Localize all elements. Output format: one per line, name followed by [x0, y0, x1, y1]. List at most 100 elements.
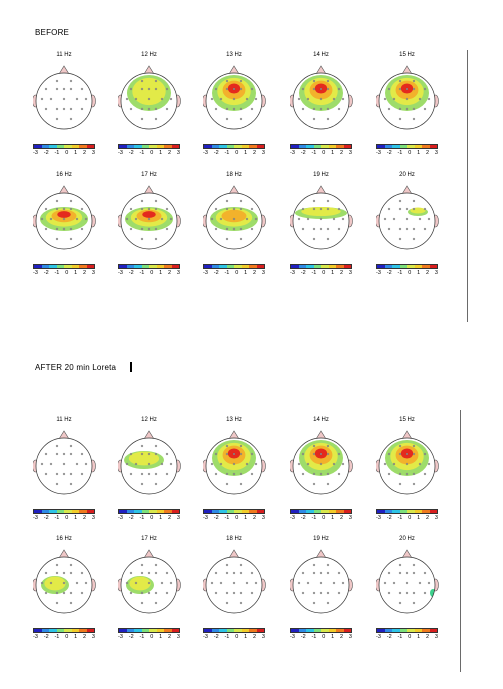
colorbar-tick-label: 2	[340, 634, 344, 640]
electrode-dot	[332, 97, 336, 101]
electrode-dot	[140, 227, 144, 231]
colorbar	[203, 144, 265, 149]
activation-layer	[299, 440, 343, 476]
colorbar-tick-label: 3	[176, 150, 180, 156]
colorbar-ticks: -3 -2 -1 0 1 2 3	[376, 270, 438, 276]
electrode-dot	[169, 97, 173, 101]
electrode-dot	[129, 571, 133, 575]
electrode-dot	[225, 227, 229, 231]
colorbar-tick-label: 0	[322, 515, 326, 521]
frequency-label: 13 Hz	[226, 52, 242, 58]
electrode-dot	[418, 462, 422, 466]
activation-contour	[410, 207, 426, 214]
colorbar-swatch	[119, 265, 127, 268]
topomap: 12 Hz -3 -2 -1 0 1 2 3	[118, 417, 198, 552]
electrode-dot	[160, 97, 164, 101]
colorbar-tick-label: 2	[168, 150, 172, 156]
electrode-dot	[337, 591, 341, 595]
electrode-dot	[154, 482, 158, 486]
electrode-dot	[326, 237, 330, 241]
colorbar-swatch	[328, 265, 336, 268]
electrode-dot	[140, 563, 144, 567]
before-right-rule	[467, 50, 468, 322]
electrode-dot	[312, 207, 316, 211]
electrode-dot	[326, 199, 330, 203]
colorbar	[118, 628, 180, 633]
electrode-dot	[219, 97, 223, 101]
topomap: 13 Hz -3 -2 -1 0 1 2 3	[203, 417, 283, 552]
activation-contour	[128, 451, 160, 466]
colorbar-tick-label: 3	[348, 634, 352, 640]
electrode-dot	[312, 444, 316, 448]
electrode-dot	[239, 452, 243, 456]
electrode-dot	[398, 227, 402, 231]
frequency-label: 12 Hz	[141, 417, 157, 423]
electrode-dot	[154, 472, 158, 476]
frequency-label: 19 Hz	[313, 536, 329, 542]
electrode-dot	[412, 601, 416, 605]
electrode-dot	[412, 237, 416, 241]
colorbar	[290, 509, 352, 514]
colorbar-tick-label: 2	[253, 634, 257, 640]
colorbar-swatch	[211, 145, 219, 148]
electrode-dot	[125, 217, 129, 221]
electrode-dot	[49, 581, 53, 585]
electrode-dot	[405, 472, 409, 476]
electrode-dot	[232, 207, 236, 211]
colorbar-tick-label: 3	[434, 634, 438, 640]
colorbar-swatch	[321, 145, 329, 148]
topomap: 16 Hz -3 -2 -1 0 1 2 3	[33, 536, 113, 671]
electrode-dot	[165, 591, 169, 595]
colorbar-tick-label: 3	[261, 634, 265, 640]
electrode-dot	[405, 452, 409, 456]
colorbar-tick-label: -3	[118, 515, 123, 521]
colorbar-swatch	[79, 629, 87, 632]
electrode-dot	[306, 217, 310, 221]
colorbar-swatch	[141, 265, 149, 268]
colorbar-tick-label: 1	[244, 634, 248, 640]
colorbar-swatch	[429, 145, 437, 148]
colorbar-tick-label: -1	[139, 515, 145, 521]
colorbar-tick-label: 3	[434, 270, 438, 276]
colorbar-swatch	[56, 510, 64, 513]
colorbar-swatch	[226, 265, 234, 268]
colorbar-tick-label: 1	[331, 150, 335, 156]
electrode-dot	[154, 199, 158, 203]
topomap: 20 Hz -3 -2 -1 0 1 2 3	[376, 536, 456, 671]
colorbar	[33, 144, 95, 149]
head-map	[203, 65, 266, 130]
electrode-dot	[44, 452, 48, 456]
colorbar-swatch	[399, 629, 407, 632]
electrode-dot	[55, 452, 59, 456]
electrode-dot	[80, 472, 84, 476]
colorbar-swatch	[126, 629, 134, 632]
colorbar-tick-label: -2	[300, 270, 306, 276]
head-map	[290, 430, 353, 495]
colorbar-tick-label: -1	[397, 634, 403, 640]
electrode-dot	[312, 472, 316, 476]
colorbar-swatch	[392, 145, 400, 148]
colorbar-swatch	[306, 510, 314, 513]
electrode-dot	[387, 87, 391, 91]
colorbar-swatch	[211, 265, 219, 268]
colorbar-tick-label: -3	[290, 634, 295, 640]
electrode-dot	[55, 571, 59, 575]
colorbar-tick-label: -2	[128, 150, 134, 156]
colorbar-swatch	[149, 265, 157, 268]
colorbar-ticks: -3 -2 -1 0 1 2 3	[118, 270, 180, 276]
electrode-dot	[147, 97, 151, 101]
colorbar-tick-label: 1	[74, 150, 78, 156]
activation-contour	[221, 209, 247, 223]
activation-layer	[212, 440, 256, 476]
colorbar-tick-label: 2	[426, 150, 430, 156]
colorbar-tick-label: -1	[224, 270, 230, 276]
electrode-dot	[140, 207, 144, 211]
electrode-dot	[297, 97, 301, 101]
colorbar-swatch	[171, 265, 179, 268]
colorbar-tick-label: -3	[33, 150, 38, 156]
colorbar-tick-label: 3	[261, 150, 265, 156]
electrode-dot	[129, 87, 133, 91]
head-fill	[293, 557, 349, 613]
electrode-dot	[232, 591, 236, 595]
electrode-dot	[75, 97, 79, 101]
